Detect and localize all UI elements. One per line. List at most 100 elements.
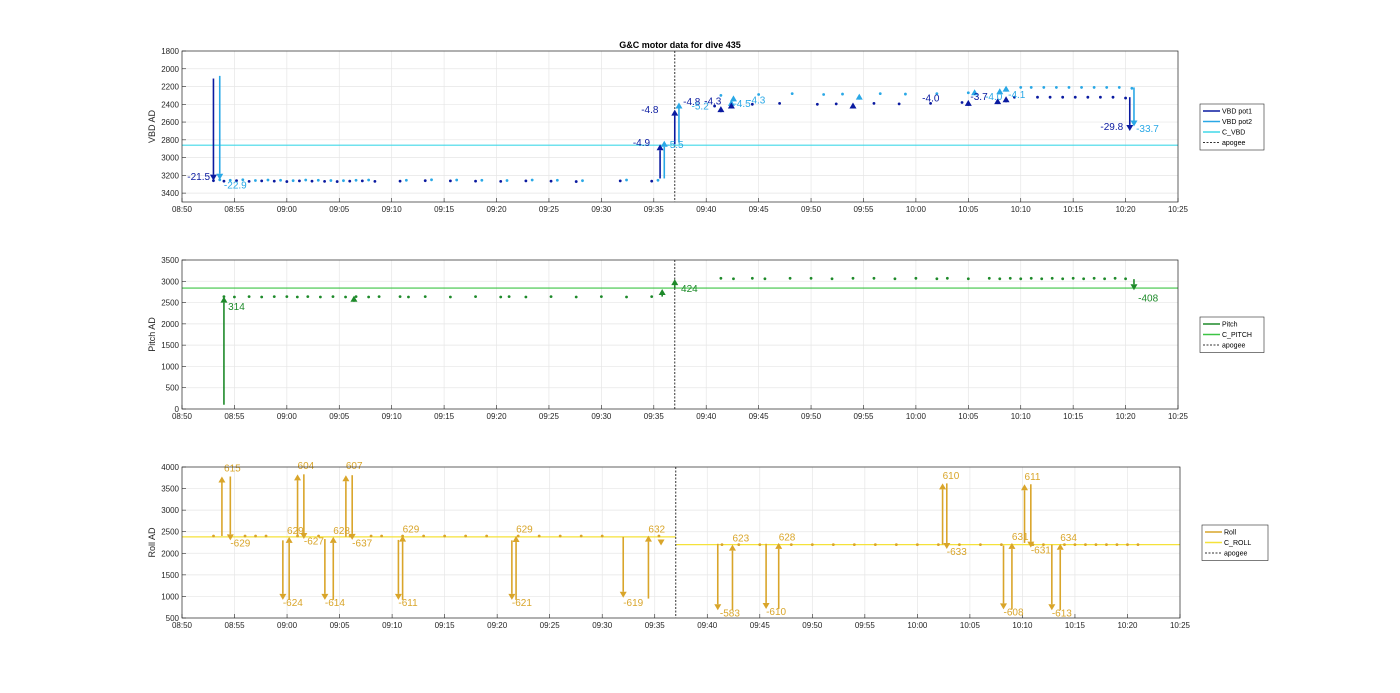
- legend-entry: Roll: [1224, 530, 1237, 537]
- plot-content: [182, 51, 1178, 202]
- event-arrow-head: [994, 98, 1002, 105]
- x-tick-label: 10:25: [1168, 412, 1189, 421]
- data-point: [1136, 543, 1140, 547]
- y-tick-label: 4000: [161, 463, 179, 472]
- data-point: [298, 179, 301, 183]
- x-tick-label: 09:10: [382, 412, 403, 421]
- x-tick-label: 10:00: [906, 412, 927, 421]
- data-point: [291, 179, 295, 183]
- event-annotation: -5.5: [666, 140, 684, 151]
- data-point: [524, 179, 528, 183]
- event-arrow-head: [294, 474, 302, 481]
- data-point: [1013, 95, 1016, 99]
- data-point: [1124, 96, 1127, 100]
- data-point: [380, 534, 383, 538]
- x-tick-label: 09:05: [329, 412, 350, 421]
- data-point: [935, 277, 939, 281]
- event-annotation: 623: [732, 534, 749, 545]
- data-point: [1117, 86, 1121, 89]
- event-annotation: 629: [516, 525, 533, 536]
- data-point: [549, 179, 553, 183]
- data-point: [960, 101, 964, 104]
- x-tick-label: 08:50: [172, 205, 193, 214]
- data-point: [966, 277, 970, 281]
- data-point: [809, 276, 813, 280]
- data-point: [348, 179, 352, 183]
- data-point: [1084, 543, 1087, 547]
- event-annotation: -4.5: [733, 99, 751, 110]
- x-tick-label: 10:25: [1170, 621, 1191, 630]
- axes-frame: [181, 259, 1179, 410]
- data-point: [480, 178, 484, 182]
- y-tick-label: 3400: [161, 189, 179, 198]
- data-point: [549, 295, 553, 299]
- event-arrow-head: [671, 279, 679, 286]
- data-point: [763, 277, 767, 281]
- event-arrow-head: [671, 109, 679, 116]
- event-arrow-head: [1002, 85, 1010, 92]
- data-point: [1094, 543, 1098, 547]
- event-arrow-head: [342, 475, 350, 482]
- data-point: [936, 543, 940, 547]
- x-tick-label: 09:50: [802, 621, 823, 630]
- event-arrow-head: [729, 95, 737, 102]
- data-point: [935, 92, 939, 96]
- event-annotation: -408: [1138, 294, 1158, 305]
- x-tick-label: 10:15: [1065, 621, 1086, 630]
- data-point: [398, 295, 402, 299]
- figure-title: G&C motor data for dive 435: [619, 40, 741, 50]
- x-tick-label: 09:00: [277, 205, 298, 214]
- data-point: [499, 295, 503, 299]
- data-point: [1061, 95, 1065, 99]
- y-tick-label: 2000: [161, 320, 179, 329]
- event-arrow-head: [394, 593, 402, 600]
- x-tick-label: 10:15: [1063, 205, 1084, 214]
- data-point: [233, 295, 236, 299]
- event-arrow-head: [218, 476, 226, 483]
- data-point: [852, 543, 856, 547]
- event-arrow-head: [943, 542, 951, 549]
- data-point: [945, 276, 949, 280]
- x-tick-label: 09:00: [277, 621, 298, 630]
- data-point: [247, 179, 251, 183]
- data-point: [1067, 86, 1071, 89]
- data-point: [373, 179, 377, 183]
- event-arrow-head: [512, 536, 520, 543]
- data-point: [279, 178, 282, 182]
- data-point: [448, 179, 452, 183]
- data-point: [1008, 276, 1012, 280]
- x-tick-label: 09:45: [749, 412, 770, 421]
- event-annotation: -633: [947, 547, 967, 558]
- data-point: [719, 276, 723, 280]
- data-point: [966, 91, 970, 95]
- event-annotation: -610: [766, 607, 786, 618]
- y-tick-label: 2200: [161, 83, 179, 92]
- data-point: [834, 102, 838, 106]
- data-point: [354, 178, 358, 182]
- data-point: [929, 102, 932, 105]
- data-point: [455, 178, 459, 182]
- data-point: [247, 295, 251, 299]
- data-point: [344, 295, 347, 299]
- event-arrow-head: [216, 173, 224, 180]
- event-annotation: 610: [943, 471, 960, 482]
- y-tick-label: 2400: [161, 100, 179, 109]
- event-arrow-head: [1002, 96, 1010, 103]
- data-point: [1105, 543, 1108, 547]
- data-point: [1130, 86, 1134, 90]
- y-tick-label: 2500: [161, 299, 179, 308]
- x-tick-label: 10:00: [907, 621, 928, 630]
- event-arrow-head: [775, 542, 783, 549]
- data-point: [1019, 86, 1023, 89]
- event-annotation: -629: [230, 538, 250, 549]
- data-point: [555, 178, 559, 182]
- data-point: [650, 179, 654, 183]
- data-point: [1113, 276, 1117, 280]
- x-tick-label: 09:45: [749, 205, 770, 214]
- y-axis-label: Pitch AD: [147, 317, 157, 352]
- x-tick-label: 08:50: [172, 621, 193, 630]
- data-point: [987, 276, 991, 280]
- event-annotation: 615: [224, 463, 241, 474]
- event-arrow-head: [220, 296, 228, 303]
